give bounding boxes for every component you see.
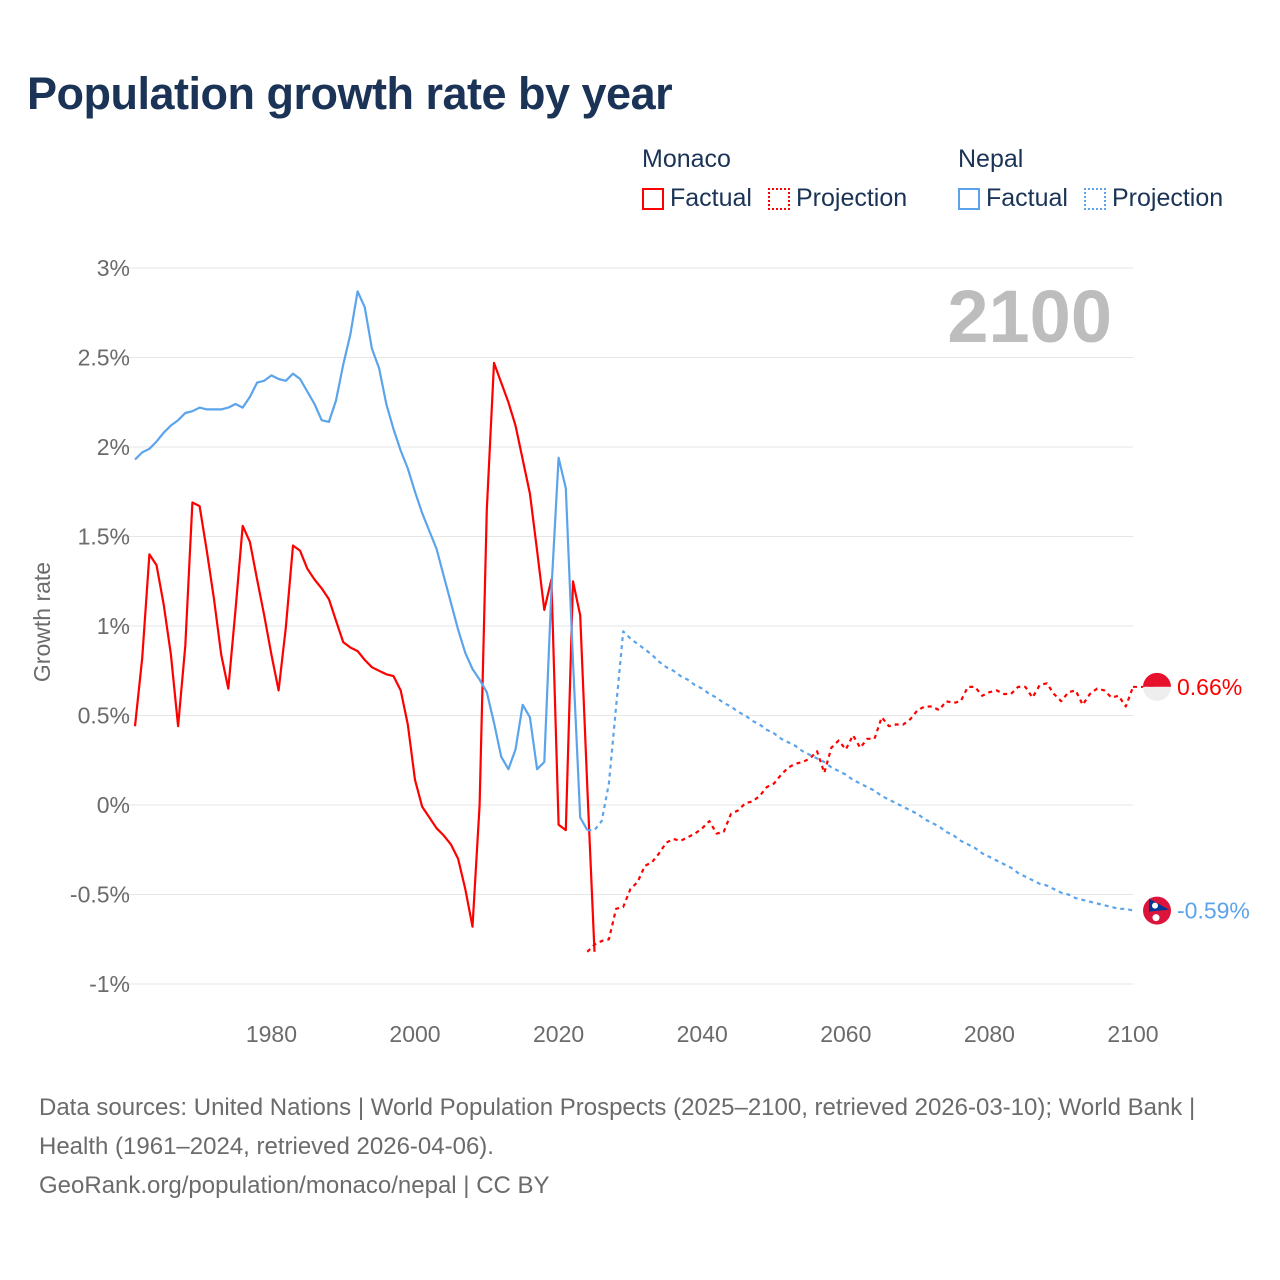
dotted-swatch-icon bbox=[1083, 187, 1106, 210]
x-tick-label: 2040 bbox=[677, 1021, 728, 1047]
legend-label: Projection bbox=[795, 184, 908, 212]
legend-monaco-projection[interactable]: Projection bbox=[767, 184, 908, 213]
y-tick-label: 3% bbox=[97, 255, 130, 281]
series-line-monaco-factual bbox=[133, 361, 596, 952]
solid-swatch-icon bbox=[958, 187, 980, 210]
y-tick-label: 2% bbox=[97, 434, 130, 460]
y-tick-label: 1% bbox=[97, 613, 130, 639]
solid-swatch-icon bbox=[642, 187, 664, 210]
legend-monaco-factual[interactable]: Factual bbox=[642, 184, 752, 213]
legend-label: Factual bbox=[670, 184, 752, 212]
series-line-monaco-projection bbox=[586, 682, 1135, 953]
legend-nepal: Nepal Factual Projection bbox=[958, 145, 1223, 213]
end-markers: 0.66% -0.59% bbox=[1133, 672, 1250, 925]
legend-group-name: Monaco bbox=[642, 145, 731, 173]
footer: Data sources: United Nations | World Pop… bbox=[39, 1088, 1239, 1205]
legend-group-name: Nepal bbox=[958, 145, 1024, 173]
credit-link[interactable]: GeoRank.org/population/monaco/nepal | CC… bbox=[39, 1172, 550, 1199]
x-tick-label: 2080 bbox=[964, 1021, 1015, 1047]
legend-nepal-factual[interactable]: Factual bbox=[958, 184, 1068, 213]
legend-label: Projection bbox=[1111, 184, 1224, 212]
chart-title: Population growth rate by year bbox=[27, 68, 673, 119]
x-tick-label: 2100 bbox=[1107, 1021, 1158, 1047]
y-tick-label: -0.5% bbox=[70, 882, 130, 908]
x-tick-label: 1980 bbox=[246, 1021, 297, 1047]
x-tick-label: 2020 bbox=[533, 1021, 584, 1047]
series-lines bbox=[133, 290, 1135, 953]
nepal-moon-icon bbox=[1152, 902, 1158, 909]
legend-monaco: Monaco Factual Projection bbox=[642, 145, 907, 213]
series-line-nepal-projection bbox=[587, 630, 1134, 912]
end-label-monaco: 0.66% bbox=[1177, 674, 1242, 700]
year-display: 2100 bbox=[947, 275, 1112, 358]
y-tick-label: 0.5% bbox=[78, 703, 130, 729]
series-line-nepal-factual bbox=[134, 290, 589, 831]
monaco-flag-icon bbox=[1143, 672, 1171, 687]
monaco-flag-icon bbox=[1143, 686, 1171, 701]
end-label-nepal: -0.59% bbox=[1177, 898, 1250, 924]
legend-nepal-projection[interactable]: Projection bbox=[1083, 184, 1224, 213]
y-tick-label: 2.5% bbox=[78, 345, 130, 371]
grid-and-axes: 3% 2.5% 2% 1.5% 1% 0.5% 0% -0.5% -1% 1980 2000 2020… bbox=[70, 255, 1159, 1047]
y-tick-label: 0% bbox=[97, 792, 130, 818]
dotted-swatch-icon bbox=[767, 187, 790, 210]
y-tick-label: 1.5% bbox=[78, 524, 130, 550]
line-chart: 3% 2.5% 2% 1.5% 1% 0.5% 0% -0.5% -1% 1980 2000 2020… bbox=[29, 255, 1250, 1047]
nepal-sun-icon bbox=[1152, 914, 1160, 922]
y-axis-label: Growth rate bbox=[29, 562, 55, 682]
y-tick-label: -1% bbox=[89, 971, 130, 997]
legend-label: Factual bbox=[986, 184, 1068, 212]
x-tick-label: 2000 bbox=[389, 1021, 440, 1047]
x-tick-label: 2060 bbox=[820, 1021, 871, 1047]
data-sources: Data sources: United Nations | World Pop… bbox=[39, 1094, 1196, 1160]
